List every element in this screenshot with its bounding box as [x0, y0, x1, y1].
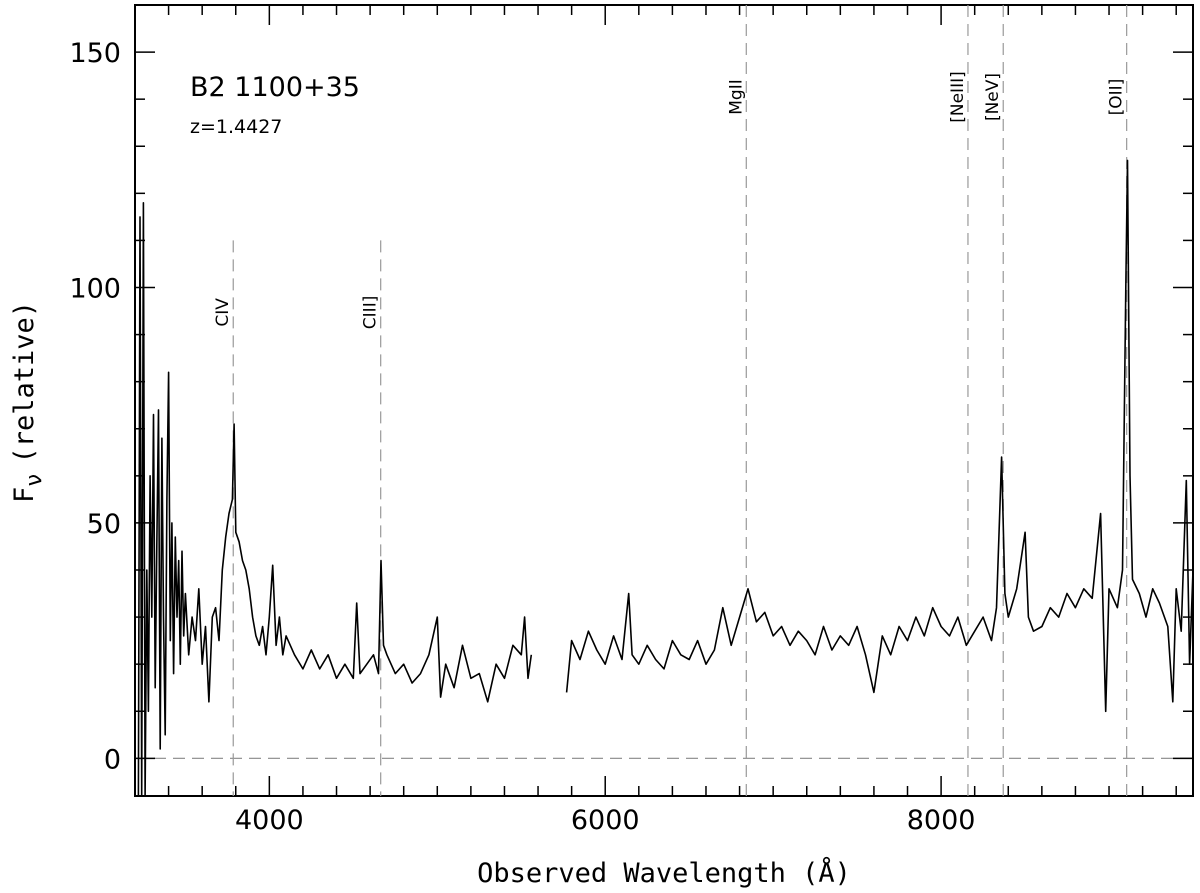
y-tick-label: 150: [69, 38, 121, 69]
plot-frame: [134, 4, 1194, 797]
axis-ticks: [134, 4, 1193, 796]
y-tick-label: 100: [69, 274, 121, 305]
emission-label-oii: [OII]: [1107, 79, 1127, 116]
x-tick-label: 4000: [235, 805, 304, 836]
x-axis-title: Observed Wavelength (Å): [477, 857, 851, 889]
object-name: B2 1100+35: [190, 72, 360, 103]
y-tick-label: 50: [87, 509, 121, 540]
y-axis-title-symbol: F: [9, 487, 40, 503]
x-tick-label: 6000: [571, 805, 640, 836]
plot-border: [134, 4, 1194, 797]
emission-label-ciii: CIII]: [361, 296, 381, 330]
y-axis-title-subscript: ν: [22, 474, 47, 487]
y-axis-title-suffix: (relative): [9, 301, 40, 464]
svg-text:Fν(relative): Fν (relative): [9, 301, 47, 503]
redshift-label: z=1.4427: [190, 116, 282, 138]
emission-line-markers: CIV CIII] MgII [NeIII] [NeV] [OII]: [213, 5, 1128, 796]
y-tick-label: 0: [104, 744, 121, 775]
y-axis-title: Fν (relative): [9, 301, 47, 503]
axis-labels: 4000 6000 8000 0 50 100 150: [69, 38, 975, 836]
x-tick-label: 8000: [907, 805, 976, 836]
emission-label-civ: CIV: [213, 298, 233, 327]
emission-label-neiii: [NeIII]: [948, 71, 968, 122]
spectrum-segment-2: [565, 159, 1193, 713]
spectrum-segment-1: [137, 202, 533, 796]
emission-label-nev: [NeV]: [983, 73, 1003, 121]
spectrum-series: [137, 159, 1193, 796]
emission-label-mgii: MgII: [726, 79, 746, 115]
